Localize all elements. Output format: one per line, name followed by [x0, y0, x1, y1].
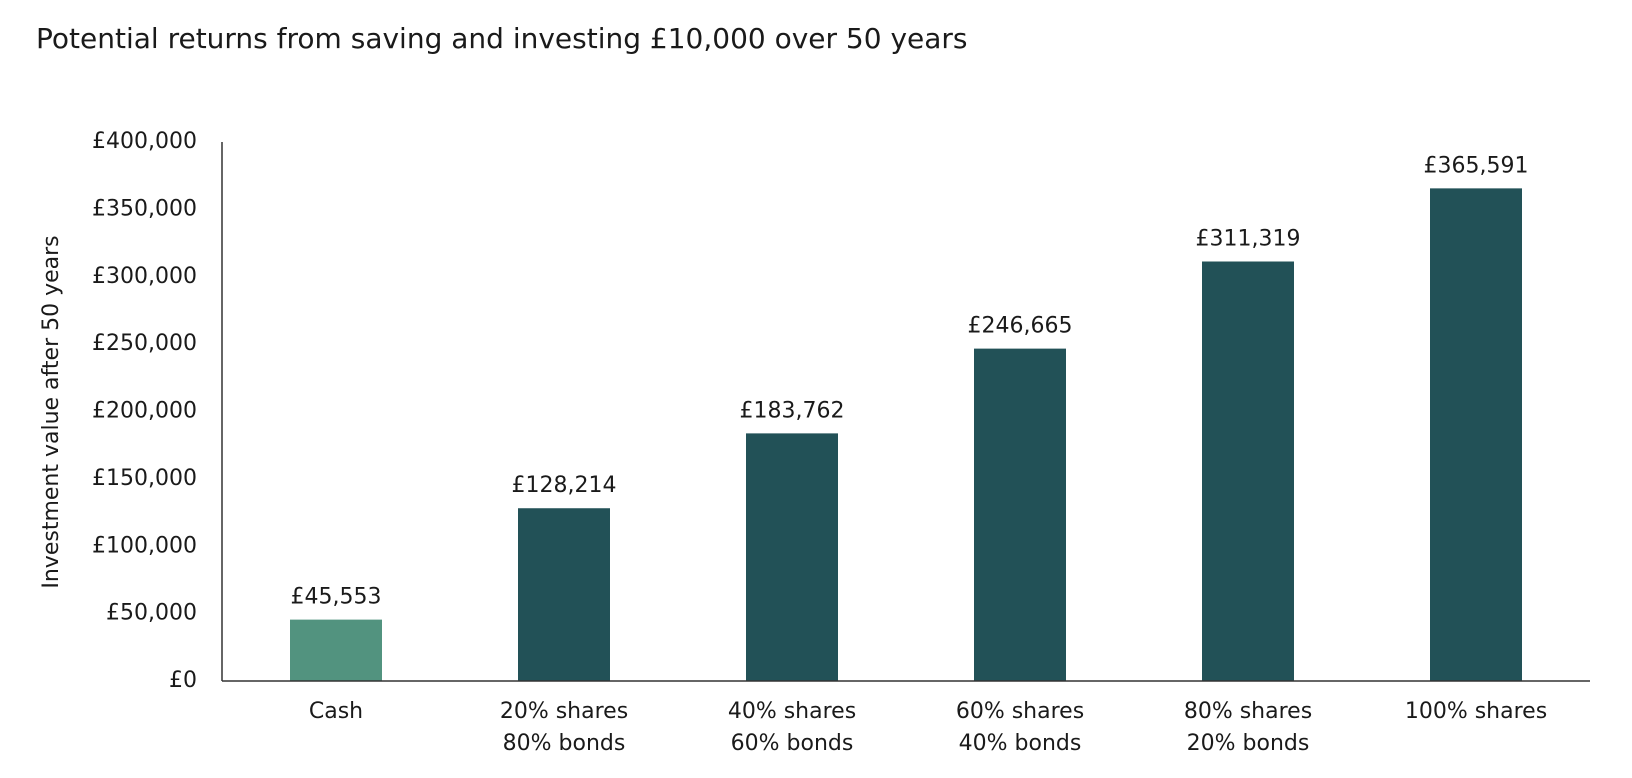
data-label: £128,214	[512, 473, 617, 498]
y-tick-label: £250,000	[92, 331, 197, 356]
data-label: £183,762	[740, 398, 845, 423]
x-tick-label: 40% shares 60% bonds	[728, 699, 856, 756]
y-tick-label: £350,000	[92, 196, 197, 221]
y-tick-label: £400,000	[92, 129, 197, 154]
bar	[1430, 188, 1522, 681]
data-label: £45,553	[291, 585, 382, 610]
x-tick-label: 100% shares	[1405, 699, 1547, 724]
chart-title: Potential returns from saving and invest…	[36, 22, 968, 55]
x-tick-label: 60% shares 40% bonds	[956, 699, 1084, 756]
bar	[746, 433, 838, 681]
x-tick-label: Cash	[309, 699, 363, 724]
y-tick-label: £50,000	[106, 601, 197, 626]
y-tick-label: £150,000	[92, 466, 197, 491]
bar	[518, 508, 610, 681]
data-label: £311,319	[1196, 226, 1301, 251]
data-label: £246,665	[968, 314, 1073, 339]
data-label: £365,591	[1424, 153, 1529, 178]
bar	[290, 619, 382, 681]
y-tick-label: £0	[169, 668, 197, 693]
bar	[974, 348, 1066, 681]
y-axis-label: Investment value after 50 years	[39, 235, 64, 588]
y-tick-label: £100,000	[92, 533, 197, 558]
y-tick-label: £300,000	[92, 264, 197, 289]
x-tick-label: 20% shares 80% bonds	[500, 699, 628, 756]
x-tick-label: 80% shares 20% bonds	[1184, 699, 1312, 756]
bar	[1202, 261, 1294, 681]
y-tick-label: £200,000	[92, 399, 197, 424]
